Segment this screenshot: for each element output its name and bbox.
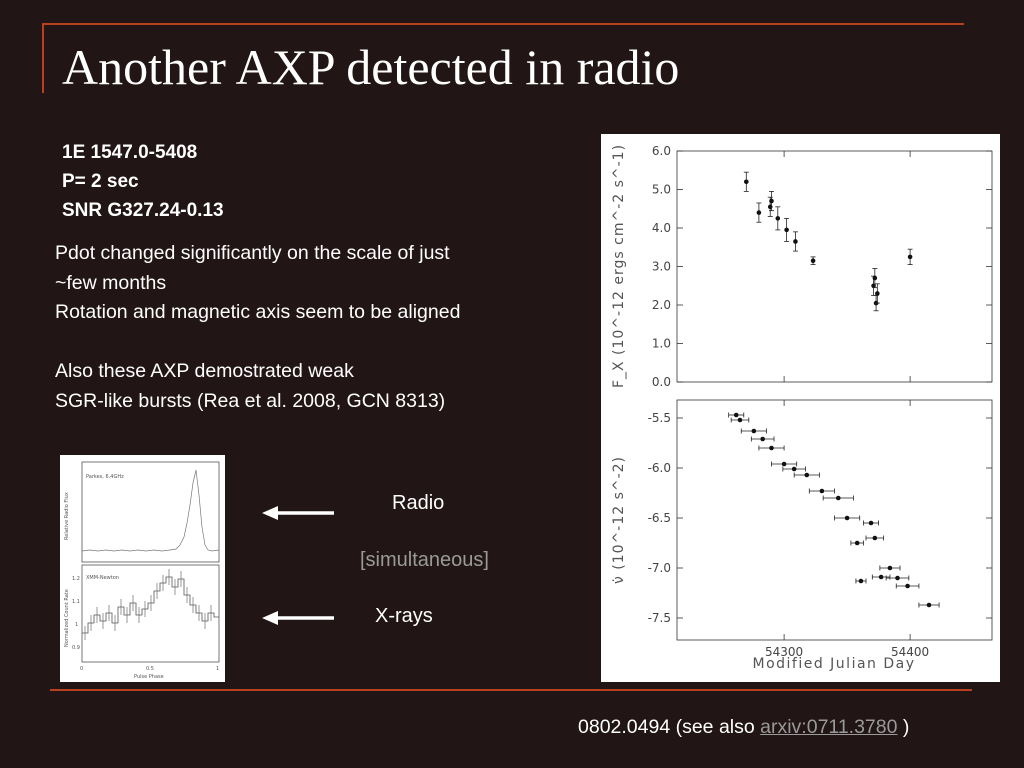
source-info: 1E 1547.0-5408 P= 2 sec SNR G327.24-0.13 <box>62 138 224 225</box>
fdot-point <box>760 436 765 442</box>
body-line <box>55 328 460 358</box>
xtick-label: 0 <box>80 666 83 672</box>
footer-prefix: 0802.0494 (see also <box>578 716 761 738</box>
flux-point <box>810 258 816 264</box>
fdot-point <box>819 488 825 494</box>
body-line: Also these AXP demostrated weak <box>55 360 354 382</box>
flux-ytick-label: 6.0 <box>652 144 671 158</box>
bottom-ylabel: Normalized Count Rate <box>64 589 70 647</box>
flux-point <box>784 227 789 233</box>
fdot-ylabel: ν̇ (10^-12 s^-2) <box>611 456 627 584</box>
radio-label: Radio <box>392 492 445 514</box>
timing-chart-svg: 0.0 1.0 2.0 3.0 4.0 5.0 6.0 -5.5 -6.0 -6.5 -7.0 -7… <box>611 144 993 672</box>
pulse-profile-svg: Parkes, 6.4GHz Relative Radio Flux XMM-N… <box>64 461 220 680</box>
ytick-label: 1 <box>75 622 78 628</box>
body-text: Pdot changed significantly on the scale … <box>55 239 460 416</box>
fdot-xtick-label: 54300 <box>765 645 803 659</box>
footer-suffix: ) <box>897 716 910 738</box>
bottom-rule <box>50 689 972 691</box>
xtick-label: 0.5 <box>146 666 154 672</box>
body-line: SGR-like bursts (Rea et al. 2008, GCN 83… <box>55 389 446 412</box>
top-panel-frame <box>81 461 220 563</box>
radio-profile-line <box>81 469 220 552</box>
fdot-ytick-label: -7.5 <box>648 611 671 625</box>
timing-chart-figure: 0.0 1.0 2.0 3.0 4.0 5.0 6.0 -5.5 -6.0 -6.5 -7.0 -7… <box>601 134 1000 682</box>
fdot-point <box>751 428 757 434</box>
flux-ytick-label: 0.0 <box>652 375 671 389</box>
flux-point <box>756 210 762 215</box>
fdot-point <box>895 575 900 581</box>
xrays-label: X-rays <box>375 605 433 627</box>
flux-point <box>793 239 798 244</box>
body-line: ~few months <box>55 271 167 294</box>
fdot-point <box>733 412 739 418</box>
xray-profile-line <box>82 576 219 634</box>
pulse-profile-figure: Parkes, 6.4GHz Relative Radio Flux XMM-N… <box>60 455 225 682</box>
flux-ytick-label: 4.0 <box>652 221 671 235</box>
ytick-label: 1.1 <box>72 599 80 605</box>
source-snr: SNR G327.24-0.13 <box>62 200 224 221</box>
fdot-panel-frame <box>676 399 993 641</box>
fdot-point <box>804 472 810 478</box>
body-line: Rotation and magnetic axis seem to be al… <box>55 301 461 323</box>
arxiv-link[interactable]: arxiv:0711.3780 <box>760 716 898 738</box>
flux-ytick-label: 3.0 <box>652 260 671 274</box>
fdot-point <box>872 535 878 541</box>
xray-error-bars <box>84 569 212 640</box>
flux-point <box>769 198 774 204</box>
flux-point <box>744 179 749 185</box>
body-line: Pdot changed significantly on the scale … <box>55 242 450 264</box>
fdot-point <box>769 445 774 451</box>
fdot-point <box>835 495 841 501</box>
flux-axis-ticks: 0.0 1.0 2.0 3.0 4.0 5.0 6.0 <box>652 144 992 389</box>
xlabel: Pulse Phase <box>134 674 164 680</box>
fdot-ytick-label: -7.0 <box>648 561 671 575</box>
fdot-points <box>728 412 940 608</box>
top-ylabel: Relative Radio Flux <box>64 492 70 540</box>
flux-points <box>743 171 913 312</box>
source-period: P= 2 sec <box>62 171 139 192</box>
fdot-ytick-label: -6.5 <box>648 511 671 525</box>
fdot-point <box>858 578 864 584</box>
flux-ytick-label: 1.0 <box>652 337 671 351</box>
flux-point <box>775 216 781 221</box>
fdot-point <box>868 520 874 526</box>
fdot-ytick-label: -5.5 <box>648 411 671 425</box>
slide-title: Another AXP detected in radio <box>62 39 680 95</box>
flux-point <box>875 291 880 296</box>
bottom-panel-frame <box>81 564 220 663</box>
flux-point <box>872 275 878 281</box>
fdot-point <box>844 515 850 521</box>
top-rule <box>44 23 964 25</box>
bottom-panel-label: XMM-Newton <box>86 575 119 581</box>
source-name: 1E 1547.0-5408 <box>62 142 198 163</box>
xray-arrow-icon <box>262 611 334 625</box>
flux-point <box>907 254 913 260</box>
left-rule <box>42 23 44 93</box>
fdot-point <box>737 417 743 423</box>
fdot-point <box>878 574 884 580</box>
fdot-point <box>791 466 797 472</box>
fdot-axis-ticks: -5.5 -6.0 -6.5 -7.0 -7.5 54300 54400 <box>648 400 992 659</box>
radio-arrow-icon <box>262 506 334 520</box>
top-panel-label: Parkes, 6.4GHz <box>86 474 124 480</box>
ytick-label: 0.9 <box>72 645 80 651</box>
ytick-label: 1.2 <box>72 576 80 582</box>
fdot-point <box>926 602 932 608</box>
flux-ytick-label: 5.0 <box>652 183 671 197</box>
fdot-xlabel: Modified Julian Day <box>752 656 915 672</box>
flux-panel-frame <box>676 150 993 383</box>
flux-ylabel: F_X (10^-12 ergs cm^-2 s^-1) <box>611 144 627 388</box>
xtick-label: 1 <box>216 666 219 672</box>
fdot-point <box>905 583 910 589</box>
fdot-ytick-label: -6.0 <box>648 461 671 475</box>
footer-citation: 0802.0494 (see also arxiv:0711.3780 ) <box>578 716 909 739</box>
fdot-xtick-label: 54400 <box>891 645 929 659</box>
fdot-point <box>887 565 893 571</box>
flux-ytick-label: 2.0 <box>652 298 671 312</box>
simultaneous-label: [simultaneous] <box>360 549 489 571</box>
fdot-point <box>854 540 860 546</box>
fdot-point <box>781 461 787 467</box>
